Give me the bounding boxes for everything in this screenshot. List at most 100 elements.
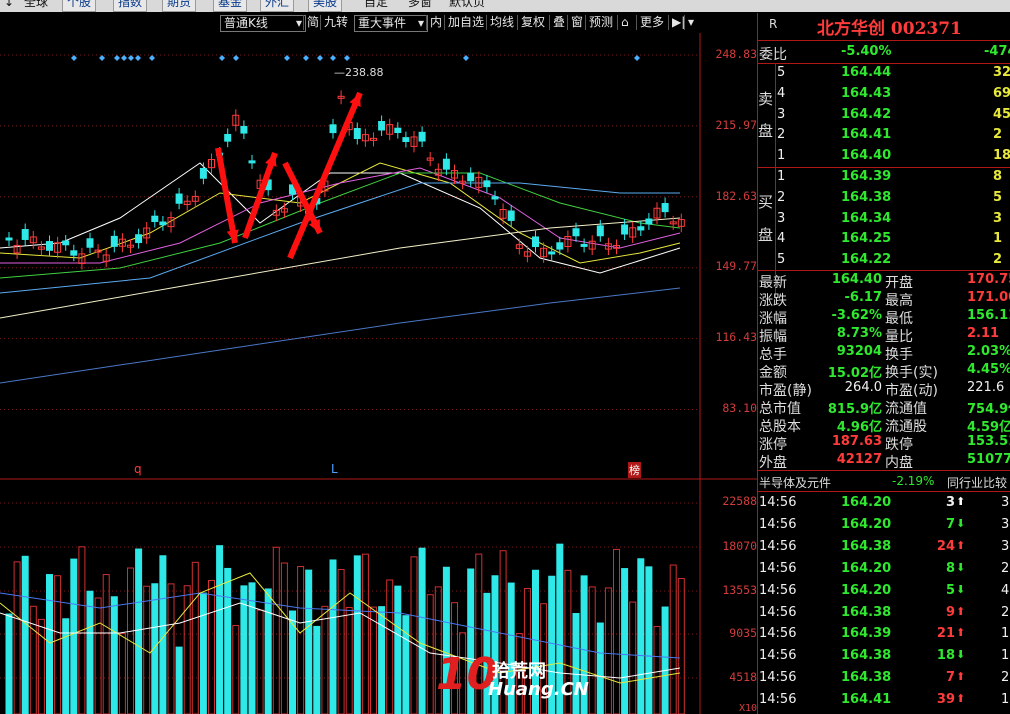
volume-bar	[208, 580, 215, 714]
candle-body	[402, 137, 410, 142]
tab-default-page[interactable]: 默认页	[449, 0, 486, 9]
stat-label: 涨停	[759, 437, 787, 453]
kline-chart[interactable]	[0, 33, 757, 714]
candle-body	[151, 215, 159, 222]
dropdown-icon[interactable]: ▾	[684, 15, 697, 30]
sector-row[interactable]: 半导体及元件 -2.19% 同行业比较	[757, 472, 1010, 493]
tick-row: 14:56 164.38 24 ⬆ 3	[757, 536, 1010, 557]
sell-level-row[interactable]: 2 164.41 2	[757, 125, 1010, 146]
sector-compare[interactable]: 同行业比较	[947, 476, 1008, 490]
tab-futures[interactable]: 期货	[162, 0, 197, 12]
toolbar-more[interactable]: 更多	[636, 15, 667, 30]
toolbar-adjust[interactable]: 复权	[517, 15, 548, 30]
volume-bar	[37, 618, 45, 714]
toolbar-major-events[interactable]: 重大事件 ▾	[354, 15, 428, 32]
arrow-up-icon: ⬆	[956, 626, 966, 640]
stat-value: 4.45%	[967, 362, 1010, 377]
volume-bar	[677, 578, 685, 714]
stat-label: 跌停	[885, 437, 913, 453]
toolbar-ma-lines[interactable]: 均线	[486, 15, 517, 30]
toolbar-add-watchlist[interactable]: 加自选	[444, 15, 487, 30]
buy-level-row[interactable]: 3 164.34 3	[757, 209, 1010, 230]
candle-body	[580, 243, 588, 247]
marker-ranking[interactable]: 榜	[628, 462, 641, 478]
buy-level-row[interactable]: 4 164.25 1	[757, 229, 1010, 250]
marker-q[interactable]: q	[134, 462, 142, 476]
buy-level-row[interactable]: 1 164.39 8	[757, 167, 1010, 188]
price-tick: 215.97	[715, 118, 757, 132]
event-diamond	[303, 55, 309, 61]
candle-body	[426, 157, 434, 161]
candle-body	[386, 124, 394, 135]
toolbar-overlay[interactable]: 叠	[549, 15, 568, 30]
stat-label: 最高	[885, 293, 913, 309]
tick-price: 164.38	[841, 648, 892, 664]
toolbar-inner[interactable]: 内	[426, 15, 445, 30]
tick-row: 14:56 164.38 18 ⬇ 11	[757, 645, 1010, 666]
volume-bar	[483, 592, 491, 714]
tab-multi-window[interactable]: 多窗	[408, 0, 433, 9]
level-volume: 32	[993, 65, 1010, 80]
tick-time: 14:56	[759, 495, 797, 510]
sell-level-row[interactable]: 5 164.44 32	[757, 63, 1010, 84]
volume-bar	[378, 606, 386, 714]
volume-bar	[540, 603, 548, 714]
volume-bar	[337, 568, 345, 714]
tab-us-stocks[interactable]: 美股	[308, 0, 343, 12]
event-diamond	[114, 55, 120, 61]
tab-custom[interactable]: 自定	[364, 0, 389, 9]
volume-bar	[305, 569, 313, 714]
candle-body	[37, 246, 45, 250]
tick-row: 14:56 164.38 7 ⬆ 2	[757, 667, 1010, 688]
annotation-arrow-head	[265, 153, 277, 167]
ktype-select[interactable]: 普通K线 ▾	[220, 15, 306, 32]
toolbar-nine-turns[interactable]: 九转	[320, 15, 351, 30]
tick-extra: 15	[1001, 692, 1010, 708]
candle-body	[378, 121, 386, 131]
tab-arrow[interactable]: ↓	[4, 0, 15, 9]
tab-global[interactable]: 全球	[24, 0, 49, 9]
ma-line	[0, 182, 680, 294]
level-number: 5	[777, 65, 786, 80]
sell-level-row[interactable]: 3 164.42 45	[757, 105, 1010, 126]
tick-extra: 3	[1001, 495, 1010, 510]
buy-level-row[interactable]: 2 164.38 5	[757, 188, 1010, 209]
watermark-logo: 10 拾荒网 Huang.CN	[436, 649, 596, 707]
sell-label-2: 盘	[758, 122, 774, 140]
candle-body	[629, 227, 637, 238]
candle-body	[5, 237, 13, 241]
stat-value: 164.40	[831, 272, 882, 287]
event-diamond	[121, 55, 127, 61]
volume-ma-lines	[0, 572, 681, 684]
tab-index[interactable]: 指数	[113, 0, 148, 12]
sell-level-row[interactable]: 4 164.43 69	[757, 84, 1010, 105]
event-diamond	[317, 55, 323, 61]
marker-l[interactable]: L	[331, 462, 338, 476]
candle-body	[653, 207, 661, 219]
lock-icon[interactable]: ⌂	[617, 15, 632, 30]
volume-bar	[386, 579, 394, 714]
volume-bar	[29, 605, 37, 714]
price-tick: 116.43	[715, 330, 757, 344]
volume-bar	[353, 555, 361, 714]
tick-row: 14:56 164.20 5 ⬇ 4	[757, 580, 1010, 601]
tick-price: 164.20	[841, 495, 892, 510]
toolbar-window[interactable]: 窗	[567, 15, 586, 30]
candle-body	[135, 234, 143, 244]
candle-body	[499, 209, 507, 219]
tab-forex[interactable]: 外汇	[260, 0, 295, 12]
tab-stocks[interactable]: 个股	[62, 0, 97, 12]
candle-body	[78, 253, 86, 264]
expand-icon[interactable]: ▶|	[668, 15, 688, 30]
stat-row: 振幅 8.73% 量比 2.11	[757, 325, 1010, 345]
candle-body	[548, 251, 556, 255]
tab-funds[interactable]: 基金	[213, 0, 248, 12]
toolbar-forecast[interactable]: 预测	[585, 15, 616, 30]
tick-time: 14:56	[759, 626, 797, 642]
stat-value: 4.59亿	[967, 420, 1010, 435]
stat-value: 815.9亿	[827, 402, 882, 417]
toolbar-simple[interactable]: 简	[303, 15, 322, 30]
buy-level-row[interactable]: 5 164.22 2	[757, 250, 1010, 271]
stat-value: 42127	[836, 452, 882, 467]
sell-level-row[interactable]: 1 164.40 18	[757, 146, 1010, 167]
